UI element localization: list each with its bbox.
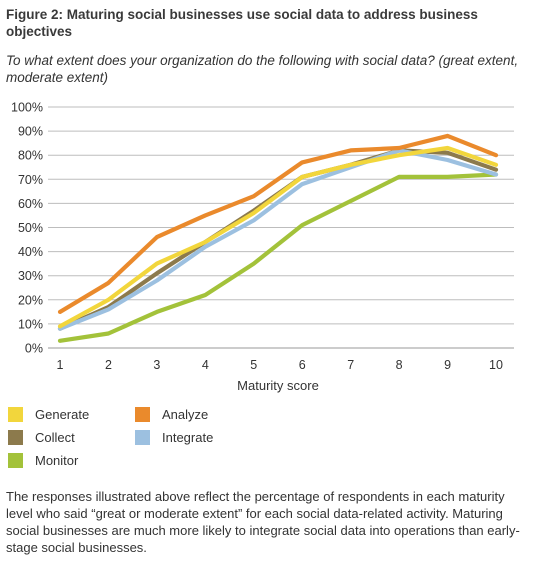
- x-tick-label: 10: [489, 358, 503, 372]
- legend-label-monitor: Monitor: [35, 452, 79, 468]
- x-tick-label: 6: [299, 358, 306, 372]
- x-tick-label: 2: [105, 358, 112, 372]
- x-tick-label: 7: [347, 358, 354, 372]
- figure-footnote: The responses illustrated above reflect …: [6, 489, 520, 555]
- legend-label-integrate: Integrate: [162, 429, 214, 445]
- legend-item-monitor: Monitor: [8, 450, 78, 470]
- series-line-integrate: [57, 148, 499, 331]
- legend-label-collect: Collect: [35, 429, 75, 445]
- y-axis-ticks: 0% 10% 20% 30% 40% 50% 60% 70% 80% 90% 100%: [11, 101, 43, 356]
- y-tick-label: 20%: [18, 293, 43, 307]
- x-tick-label: 8: [396, 358, 403, 372]
- y-tick-label: 10%: [18, 317, 43, 331]
- y-tick-label: 70%: [18, 173, 43, 187]
- x-tick-label: 1: [57, 358, 64, 372]
- chart-legend: Generate Analyze Collect Integrate Monit…: [8, 402, 328, 476]
- y-tick-label: 60%: [18, 197, 43, 211]
- legend-swatch-analyze: [135, 406, 150, 422]
- y-tick-label: 90%: [18, 125, 43, 139]
- legend-item-integrate: Integrate: [135, 427, 213, 447]
- y-tick-label: 30%: [18, 269, 43, 283]
- series-line-analyze: [57, 133, 499, 314]
- series-line-monitor: [57, 172, 499, 343]
- x-axis-ticks: 1 2 3 4 5 6 7 8 9 10: [57, 358, 503, 372]
- y-tick-label: 50%: [18, 221, 43, 235]
- legend-swatch-monitor: [8, 452, 23, 468]
- series-lines: [57, 133, 499, 343]
- legend-label-analyze: Analyze: [162, 406, 209, 422]
- x-axis-title: Maturity score: [237, 378, 319, 393]
- y-tick-label: 40%: [18, 245, 43, 259]
- x-tick-label: 9: [444, 358, 451, 372]
- line-chart: 0% 10% 20% 30% 40% 50% 60% 70% 80% 90% 100% 1 2 3 4 5 6…: [11, 101, 514, 393]
- legend-swatch-generate: [8, 406, 23, 422]
- gridlines: [48, 106, 514, 349]
- y-tick-label: 0%: [25, 342, 43, 356]
- legend-item-analyze: Analyze: [135, 404, 208, 424]
- legend-swatch-integrate: [135, 429, 150, 445]
- figure-title: Figure 2: Maturing social businesses use…: [6, 7, 478, 39]
- figure-subtitle: To what extent does your organization do…: [6, 53, 519, 85]
- y-tick-label: 100%: [11, 101, 43, 115]
- legend-item-generate: Generate: [8, 404, 89, 424]
- legend-swatch-collect: [8, 429, 23, 445]
- legend-label-generate: Generate: [35, 406, 90, 422]
- x-tick-label: 3: [153, 358, 160, 372]
- x-tick-label: 4: [202, 358, 209, 372]
- x-tick-label: 5: [250, 358, 257, 372]
- series-line-generate: [57, 145, 499, 329]
- legend-item-collect: Collect: [8, 427, 75, 447]
- y-tick-label: 80%: [18, 149, 43, 163]
